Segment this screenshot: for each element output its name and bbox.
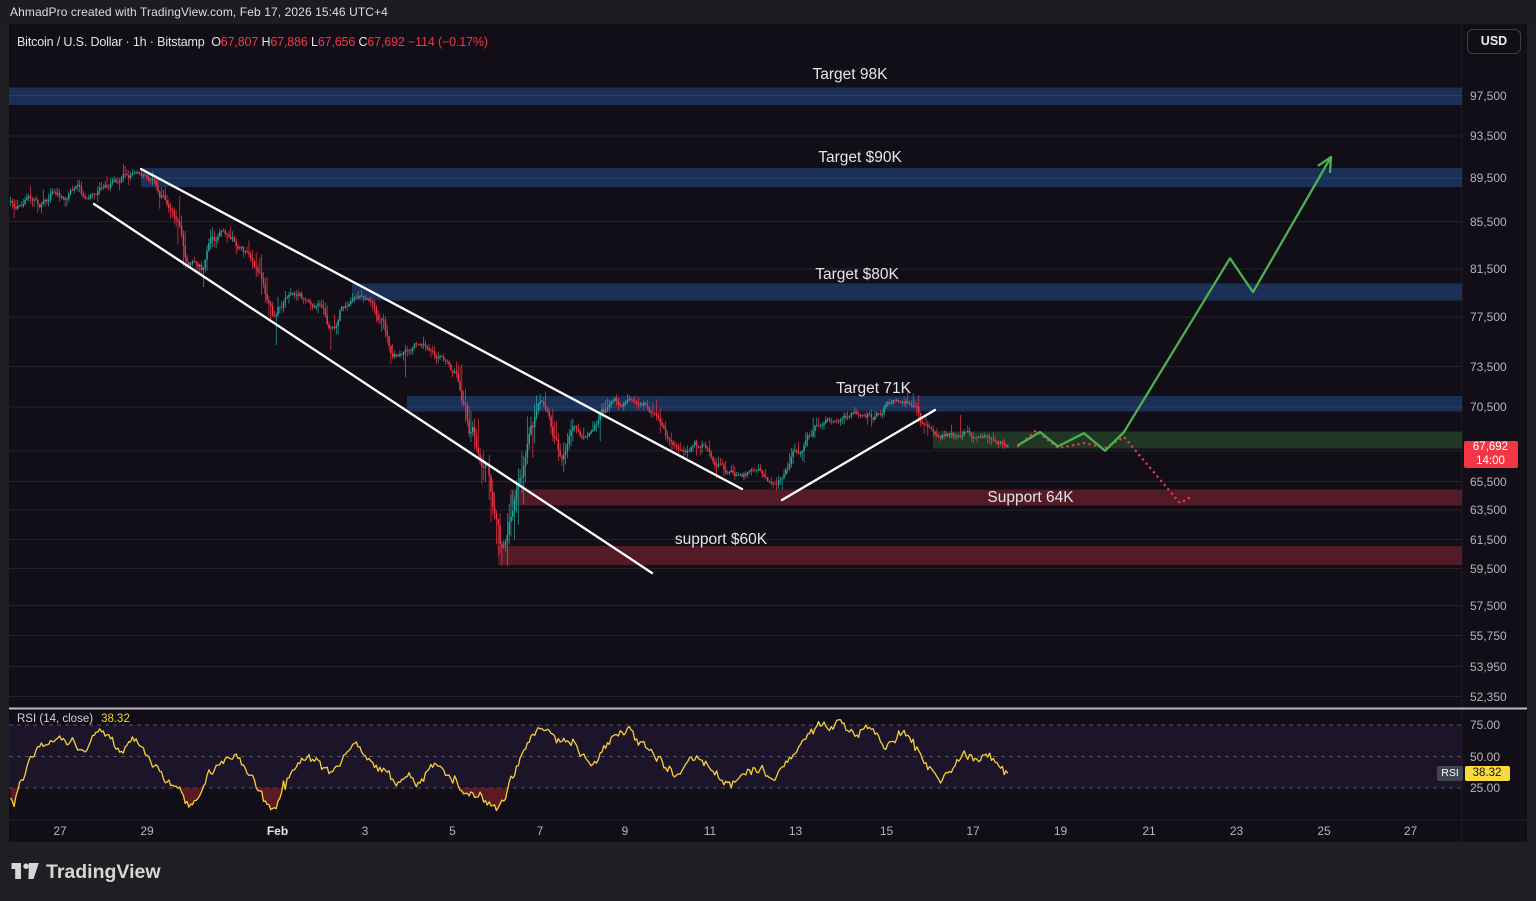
svg-text:TradingView: TradingView: [46, 861, 161, 883]
